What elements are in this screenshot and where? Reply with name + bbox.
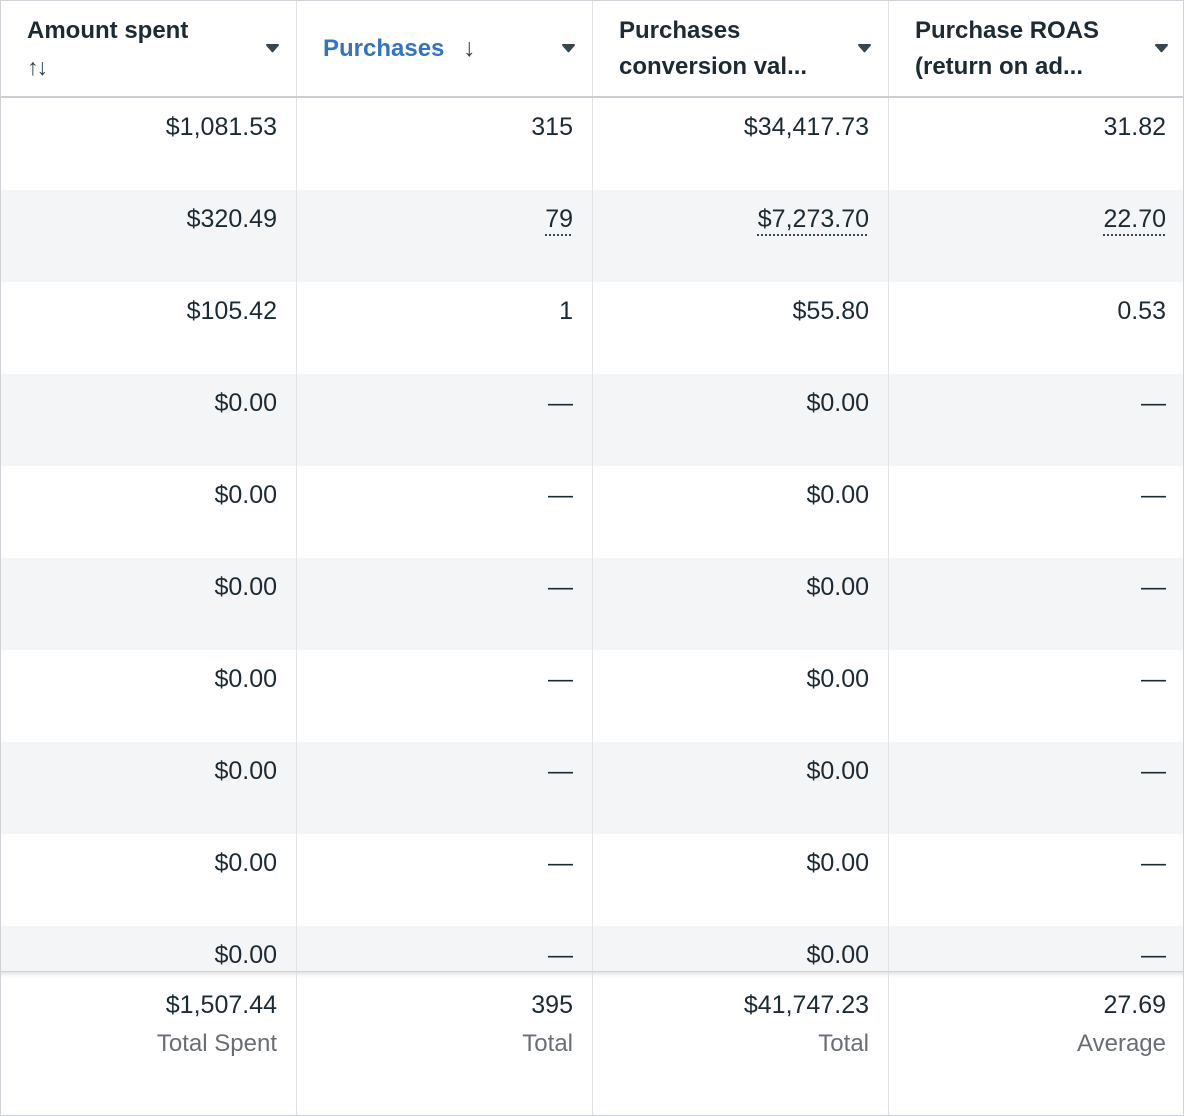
conversion-value-cell: $7,273.70 bbox=[593, 190, 889, 282]
purchases-cell: — bbox=[297, 742, 593, 834]
footer-value: 395 bbox=[531, 991, 573, 1019]
table-row: $0.00 — $0.00 — bbox=[1, 926, 1183, 971]
conversion-value-cell: $0.00 bbox=[593, 742, 889, 834]
column-menu-caret-icon[interactable] bbox=[561, 43, 576, 52]
conversion-value-cell: $0.00 bbox=[593, 650, 889, 742]
amount-spent-cell: $105.42 bbox=[1, 282, 297, 374]
roas-tooltip-value[interactable]: 22.70 bbox=[1103, 205, 1166, 233]
footer-roas-average: 27.69 Average bbox=[889, 972, 1184, 1115]
column-menu-caret-icon[interactable] bbox=[857, 43, 872, 52]
conversion-value-cell: $0.00 bbox=[593, 834, 889, 926]
roas-cell: — bbox=[1141, 481, 1166, 509]
roas-cell: — bbox=[1141, 389, 1166, 417]
purchases-cell: 79 bbox=[297, 190, 593, 282]
footer-label: Total bbox=[818, 1030, 869, 1057]
table-row: $0.00 — $0.00 — bbox=[1, 834, 1183, 926]
purchases-cell: 315 bbox=[297, 98, 593, 190]
footer-value: $1,507.44 bbox=[165, 991, 277, 1019]
amount-spent-cell: $0.00 bbox=[1, 374, 297, 466]
purchases-cell: 1 bbox=[297, 282, 593, 374]
amount-spent-cell: $0.00 bbox=[1, 650, 297, 742]
sort-toggle-icon[interactable]: ↑↓ bbox=[27, 53, 48, 80]
roas-cell: 31.82 bbox=[1103, 113, 1166, 141]
table-row: $320.49 79 $7,273.70 22.70 bbox=[1, 190, 1183, 282]
column-header-purchases-conversion-value[interactable]: Purchases conversion val... bbox=[593, 1, 889, 96]
footer-purchases-total: 395 Total bbox=[297, 972, 593, 1115]
table-row: $105.42 1 $55.80 0.53 bbox=[1, 282, 1183, 374]
table-row: $0.00 — $0.00 — bbox=[1, 374, 1183, 466]
purchases-tooltip-value[interactable]: 79 bbox=[545, 205, 573, 233]
column-header-purchases[interactable]: Purchases ↓ bbox=[297, 1, 593, 96]
purchases-cell: — bbox=[297, 926, 593, 971]
conversion-value-tooltip-value[interactable]: $7,273.70 bbox=[757, 205, 869, 233]
column-menu-caret-icon[interactable] bbox=[1154, 43, 1169, 52]
amount-spent-cell: $1,081.53 bbox=[1, 98, 297, 190]
conversion-value-cell: $55.80 bbox=[593, 282, 889, 374]
column-header-amount-spent[interactable]: Amount spent ↑↓ bbox=[1, 1, 297, 96]
column-menu-caret-icon[interactable] bbox=[265, 43, 280, 52]
footer-conversion-value-total: $41,747.23 Total bbox=[593, 972, 889, 1115]
footer-total-spent: $1,507.44 Total Spent bbox=[1, 972, 297, 1115]
purchases-cell: — bbox=[297, 650, 593, 742]
amount-spent-cell: $0.00 bbox=[1, 742, 297, 834]
conversion-value-cell: $0.00 bbox=[593, 926, 889, 971]
column-title: Purchases conversion val... bbox=[619, 16, 808, 80]
column-header-purchase-roas[interactable]: Purchase ROAS (return on ad... bbox=[889, 1, 1184, 96]
roas-cell: — bbox=[1141, 757, 1166, 785]
footer-value: 27.69 bbox=[1103, 991, 1166, 1019]
footer-label: Total Spent bbox=[156, 1030, 277, 1057]
roas-cell: — bbox=[1141, 941, 1166, 969]
table-row: $0.00 — $0.00 — bbox=[1, 558, 1183, 650]
column-header-label: Amount spent ↑↓ bbox=[27, 13, 188, 85]
column-header-label: Purchase ROAS (return on ad... bbox=[915, 13, 1131, 85]
footer-value: $41,747.23 bbox=[743, 991, 869, 1019]
amount-spent-cell: $0.00 bbox=[1, 926, 297, 971]
purchases-cell: — bbox=[297, 374, 593, 466]
purchases-cell: — bbox=[297, 466, 593, 558]
conversion-value-cell: $34,417.73 bbox=[593, 98, 889, 190]
amount-spent-cell: $0.00 bbox=[1, 466, 297, 558]
table-row: $0.00 — $0.00 — bbox=[1, 650, 1183, 742]
conversion-value-cell: $0.00 bbox=[593, 466, 889, 558]
column-header-label: Purchases ↓ bbox=[323, 30, 476, 67]
amount-spent-cell: $320.49 bbox=[1, 190, 297, 282]
amount-spent-cell: $0.00 bbox=[1, 834, 297, 926]
table-header-row: Amount spent ↑↓ Purchases ↓ Purchases co… bbox=[1, 1, 1183, 98]
column-title: Amount spent bbox=[27, 16, 189, 44]
table-row: $1,081.53 315 $34,417.73 31.82 bbox=[1, 98, 1183, 190]
conversion-value-cell: $0.00 bbox=[593, 374, 889, 466]
purchases-cell: — bbox=[297, 558, 593, 650]
column-header-label: Purchases conversion val... bbox=[619, 13, 834, 85]
column-title: Purchase ROAS (return on ad... bbox=[915, 16, 1100, 80]
roas-cell: — bbox=[1141, 665, 1166, 693]
purchases-cell: — bbox=[297, 834, 593, 926]
roas-cell: 0.53 bbox=[1117, 297, 1166, 325]
roas-cell: — bbox=[1141, 849, 1166, 877]
footer-label: Total bbox=[522, 1030, 573, 1057]
column-title: Purchases bbox=[323, 35, 445, 62]
sort-descending-icon[interactable]: ↓ bbox=[463, 34, 476, 62]
table-row: $0.00 — $0.00 — bbox=[1, 466, 1183, 558]
conversion-value-cell: $0.00 bbox=[593, 558, 889, 650]
roas-cell: — bbox=[1141, 573, 1166, 601]
table-footer-row: $1,507.44 Total Spent 395 Total $41,747.… bbox=[1, 971, 1183, 1115]
roas-cell: 22.70 bbox=[889, 190, 1183, 282]
table-body: $1,081.53 315 $34,417.73 31.82 $320.49 7… bbox=[1, 98, 1183, 971]
amount-spent-cell: $0.00 bbox=[1, 558, 297, 650]
table-row: $0.00 — $0.00 — bbox=[1, 742, 1183, 834]
footer-label: Average bbox=[1077, 1030, 1166, 1057]
